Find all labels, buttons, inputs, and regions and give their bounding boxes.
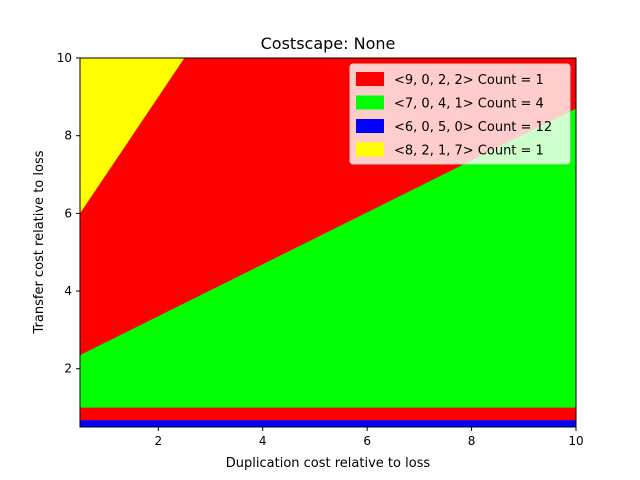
legend-label: <6, 0, 5, 0> Count = 12: [394, 120, 552, 135]
legend-swatch: [356, 142, 384, 157]
x-tick-label: 10: [568, 434, 583, 448]
legend-swatch: [356, 72, 384, 86]
y-tick-label: 6: [64, 206, 72, 220]
x-tick-label: 4: [259, 434, 267, 448]
x-axis-ticks: 2 4 6 8 10: [154, 427, 584, 448]
legend-swatch: [356, 95, 384, 110]
legend-swatch: [356, 119, 384, 133]
region-1: [80, 108, 576, 408]
y-tick-label: 8: [64, 129, 72, 143]
y-tick-label: 2: [64, 362, 72, 376]
legend-label: <9, 0, 2, 2> Count = 1: [394, 73, 544, 88]
legend: <9, 0, 2, 2> Count = 1 <7, 0, 4, 1> Count…: [349, 63, 571, 165]
plot-frame: [79, 57, 577, 428]
x-tick-label: 2: [154, 434, 162, 448]
region-2: [80, 58, 185, 214]
legend-label: <8, 2, 1, 7> Count = 1: [394, 144, 544, 159]
chart-title: Costscape: None: [261, 34, 396, 53]
y-tick-label: 10: [57, 51, 72, 65]
y-axis-label: Transfer cost relative to loss: [32, 150, 47, 334]
x-axis-label: Duplication cost relative to loss: [226, 456, 431, 471]
x-tick-label: 8: [468, 434, 476, 448]
legend-label: <7, 0, 4, 1> Count = 4: [394, 97, 544, 112]
legend-box: [349, 63, 571, 165]
y-tick-label: 4: [64, 284, 72, 298]
y-axis-ticks: 2 4 6 8 10: [57, 51, 80, 376]
region-3: [80, 420, 576, 427]
x-tick-label: 6: [363, 434, 371, 448]
